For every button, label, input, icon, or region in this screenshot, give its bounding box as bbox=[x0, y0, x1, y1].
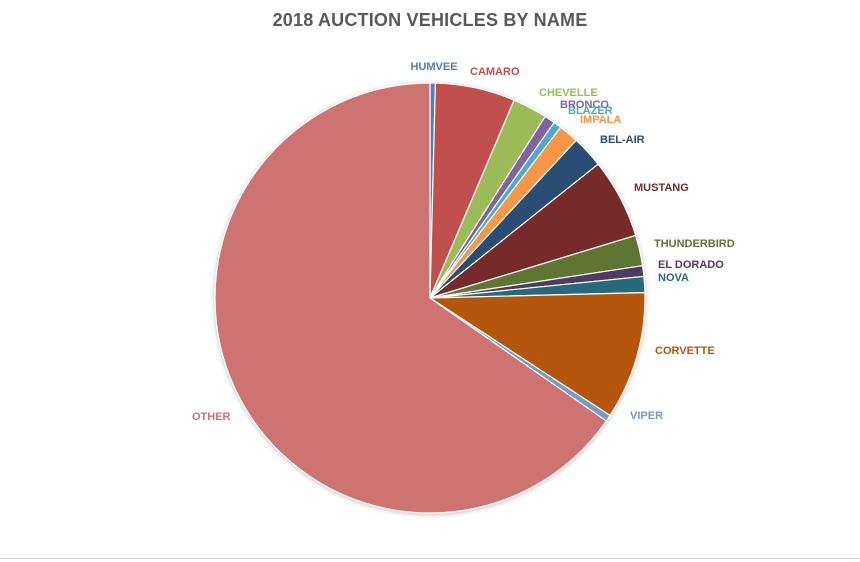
slice-label-viper: VIPER bbox=[630, 410, 663, 422]
slice-label-other: OTHER bbox=[192, 411, 231, 423]
slice-label-impala: IMPALA bbox=[580, 114, 621, 126]
slice-label-el-dorado: EL DORADO bbox=[658, 259, 724, 271]
pie-slice-corvette bbox=[428, 291, 646, 417]
slice-label-humvee: HUMVEE bbox=[410, 61, 457, 73]
slice-label-chevelle: CHEVELLE bbox=[539, 87, 598, 99]
slice-label-nova: NOVA bbox=[658, 272, 689, 284]
pie-slices bbox=[214, 82, 646, 514]
slice-label-thunderbird: THUNDERBIRD bbox=[654, 238, 735, 250]
pie-slice-other bbox=[214, 82, 608, 514]
slice-label-bel-air: BEL-AIR bbox=[600, 134, 645, 146]
slice-label-camaro: CAMARO bbox=[470, 66, 520, 78]
divider bbox=[0, 558, 860, 559]
slice-label-mustang: MUSTANG bbox=[634, 182, 689, 194]
chart-title: 2018 AUCTION VEHICLES BY NAME bbox=[272, 10, 588, 30]
slice-label-blazer: BLAZER bbox=[568, 105, 613, 117]
slice-label-bronco: BRONCO bbox=[560, 99, 609, 111]
slice-label-corvette: CORVETTE bbox=[655, 345, 715, 357]
